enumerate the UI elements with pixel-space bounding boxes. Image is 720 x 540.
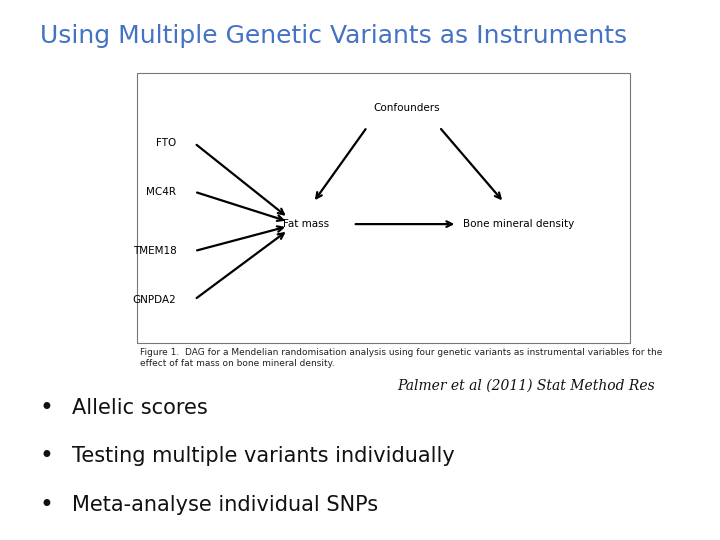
Text: TMEM18: TMEM18 — [132, 246, 176, 256]
Text: Palmer et al (2011) Stat Method Res: Palmer et al (2011) Stat Method Res — [397, 379, 655, 393]
Text: Testing multiple variants individually: Testing multiple variants individually — [72, 446, 455, 467]
Text: FTO: FTO — [156, 138, 176, 148]
Text: Figure 1.  DAG for a Mendelian randomisation analysis using four genetic variant: Figure 1. DAG for a Mendelian randomisat… — [140, 348, 663, 368]
Text: Confounders: Confounders — [374, 103, 440, 113]
Text: Meta-analyse individual SNPs: Meta-analyse individual SNPs — [72, 495, 378, 515]
Text: Bone mineral density: Bone mineral density — [463, 219, 574, 229]
Text: •: • — [40, 396, 54, 420]
Text: Fat mass: Fat mass — [283, 219, 329, 229]
Text: Allelic scores: Allelic scores — [72, 397, 208, 418]
Text: MC4R: MC4R — [146, 187, 176, 197]
Text: Using Multiple Genetic Variants as Instruments: Using Multiple Genetic Variants as Instr… — [40, 24, 626, 48]
Text: GNPDA2: GNPDA2 — [132, 295, 176, 305]
Bar — [137, 73, 630, 343]
Text: •: • — [40, 493, 54, 517]
Text: •: • — [40, 444, 54, 468]
